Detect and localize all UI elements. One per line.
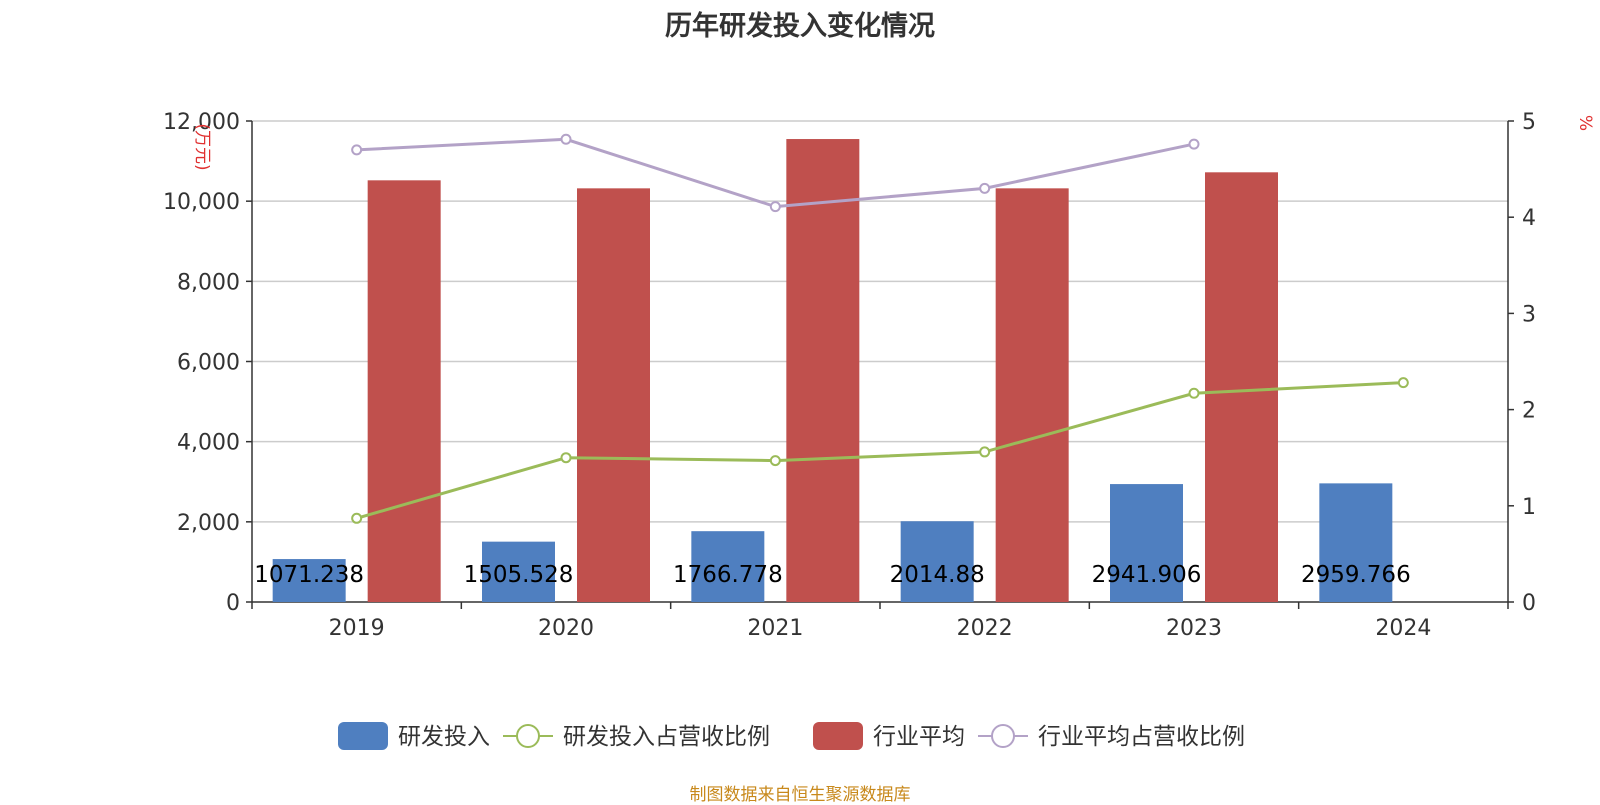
legend-label: 行业平均 [873, 724, 965, 750]
source-note: 制图数据来自恒生聚源数据库 [689, 785, 911, 805]
x-tick-label: 2022 [957, 616, 1013, 641]
left-tick-label: 6,000 [177, 351, 240, 376]
legend-label: 行业平均占营收比例 [1038, 724, 1245, 750]
bar-industry [786, 139, 860, 602]
bar-rd [272, 559, 346, 602]
line-point [1188, 387, 1200, 399]
legend-swatch-bar [338, 722, 388, 750]
axes: 0 2,000 4,000 6,000 8,000 10,000 12,000 0 1 2 3 4 5 (… [163, 110, 1595, 641]
right-tick-label: 0 [1522, 591, 1536, 616]
lines [351, 133, 1409, 524]
bar-data-label: 2014.88 [890, 562, 985, 588]
line-point [560, 452, 572, 464]
left-tick-label: 2,000 [177, 511, 240, 536]
bars [272, 139, 1393, 602]
x-tick-label: 2021 [747, 616, 803, 641]
line-point [769, 201, 781, 213]
bar-rd [1319, 483, 1393, 602]
data-labels: 1071.238 1505.528 1766.778 2014.88 2941.906 2… [254, 562, 1410, 588]
bar-industry [995, 188, 1069, 602]
legend-label: 研发投入占营收比例 [563, 724, 770, 750]
left-axis-unit: (万元) [192, 123, 212, 170]
x-tick-label: 2023 [1166, 616, 1222, 641]
line-point [1397, 377, 1409, 389]
x-tick-label: 2020 [538, 616, 594, 641]
line-point [560, 133, 572, 145]
line-point [1188, 138, 1200, 150]
left-tick-label: 10,000 [163, 190, 240, 215]
line-point [979, 446, 991, 458]
gridlines [252, 120, 1508, 523]
legend: 研发投入 研发投入占营收比例 行业平均 行业平均占营收比例 [338, 722, 1245, 750]
x-tick-label: 2024 [1375, 616, 1431, 641]
bar-industry [367, 180, 441, 602]
left-tick-label: 4,000 [177, 431, 240, 456]
bar-data-label: 1505.528 [464, 562, 574, 588]
right-tick-label: 5 [1522, 110, 1536, 135]
left-tick-label: 12,000 [163, 110, 240, 135]
right-tick-label: 2 [1522, 399, 1536, 424]
bar-data-label: 2941.906 [1092, 562, 1202, 588]
left-tick-label: 0 [226, 591, 240, 616]
line-point [351, 144, 363, 156]
legend-swatch-bar [813, 722, 863, 750]
right-tick-label: 1 [1522, 495, 1536, 520]
x-tick-label: 2019 [329, 616, 385, 641]
right-tick-label: 3 [1522, 302, 1536, 327]
right-axis-unit: % [1575, 115, 1595, 131]
legend-swatch-marker [516, 724, 540, 748]
bar-industry [1205, 172, 1278, 602]
bar-rd [1110, 484, 1183, 602]
bar-data-label: 1071.238 [254, 562, 364, 588]
line-point [351, 512, 363, 524]
bar-rd [482, 541, 555, 602]
left-tick-label: 8,000 [177, 270, 240, 295]
bar-data-label: 1766.778 [673, 562, 783, 588]
line-point [769, 455, 781, 467]
legend-swatch-marker [991, 724, 1015, 748]
right-tick-label: 4 [1522, 206, 1536, 231]
bar-rd [900, 521, 974, 602]
line-rd-ratio [356, 381, 1404, 520]
line-point [979, 182, 991, 194]
bar-rd [691, 531, 765, 602]
chart-title: 历年研发投入变化情况 [665, 11, 935, 42]
legend-label: 研发投入 [398, 724, 490, 750]
bar-data-label: 2959.766 [1301, 562, 1411, 588]
bar-industry [577, 188, 650, 602]
